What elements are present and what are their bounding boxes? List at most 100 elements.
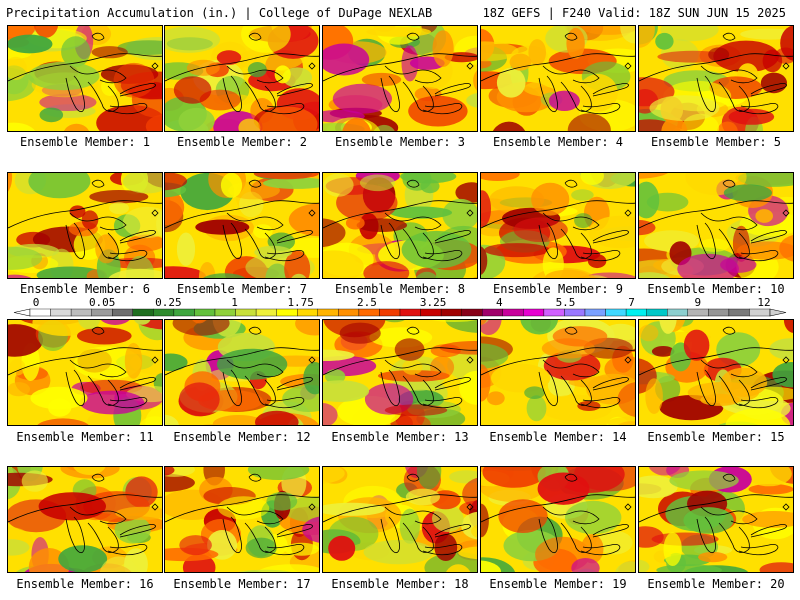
ensemble-panel xyxy=(638,172,794,279)
precip-shade xyxy=(266,492,298,511)
coastline xyxy=(248,32,262,41)
precip-shade xyxy=(408,95,468,127)
precip-shade xyxy=(783,320,793,333)
coastline xyxy=(380,222,400,260)
colorbar-tick-label: 9 xyxy=(694,296,701,309)
coastline xyxy=(782,62,790,70)
precip-shade xyxy=(124,342,143,379)
precip-shade xyxy=(578,73,618,112)
precip-shade xyxy=(486,391,505,406)
precip-shade xyxy=(254,245,293,259)
colorbar-bin xyxy=(523,308,545,317)
precip-shade xyxy=(740,28,793,40)
coastline xyxy=(276,377,313,391)
precip-shade xyxy=(58,545,108,572)
coastline xyxy=(592,83,629,97)
coastline xyxy=(65,516,85,554)
coastline xyxy=(323,53,477,82)
colorbar-tick-label: 1 xyxy=(231,296,238,309)
coastline xyxy=(119,377,156,391)
run-info: 18Z GEFS | F240 Valid: 18Z SUN JUN 15 20… xyxy=(482,6,786,20)
colorbar-bin xyxy=(708,308,730,317)
ensemble-member-label: Ensemble Member: 15 xyxy=(647,430,785,444)
coastline xyxy=(738,397,779,409)
precip-shade xyxy=(363,539,434,565)
coastline xyxy=(107,397,148,409)
precip-shade xyxy=(342,118,371,131)
colorbar-bin xyxy=(297,308,318,317)
precip-shade xyxy=(363,261,410,278)
coastline xyxy=(538,369,558,407)
colorbar-bin xyxy=(543,308,565,317)
precip-shade xyxy=(39,93,97,112)
coastline xyxy=(592,377,629,391)
precip-map xyxy=(323,173,477,278)
colorbar-bin xyxy=(358,308,380,317)
coastline xyxy=(542,359,600,378)
coastline xyxy=(87,228,119,259)
precip-shade xyxy=(165,266,206,278)
precip-shade xyxy=(442,198,477,231)
precip-shade xyxy=(455,182,477,203)
precip-shade xyxy=(108,268,162,278)
precip-shade xyxy=(736,241,793,260)
coastline xyxy=(422,397,463,409)
coastline xyxy=(718,522,750,553)
precip-shade xyxy=(284,542,319,556)
precip-shade xyxy=(472,277,477,278)
colorbar-bin xyxy=(112,308,133,317)
precip-shade xyxy=(332,83,392,114)
coastline xyxy=(718,81,750,112)
precip-shade xyxy=(481,246,488,275)
precip-shade xyxy=(717,121,738,131)
colorbar-bin xyxy=(255,308,277,317)
ensemble-panel xyxy=(638,25,794,132)
coastline xyxy=(639,53,793,82)
precip-shade xyxy=(639,173,668,179)
precip-shade xyxy=(195,219,250,235)
colorbar-bin xyxy=(338,308,360,317)
precip-map xyxy=(165,320,319,425)
precip-shade xyxy=(567,113,611,131)
precip-shade xyxy=(617,382,635,417)
coastline xyxy=(65,222,85,260)
precip-shade xyxy=(399,508,420,544)
colorbar: 0 0.05 0.25 1 1.75 2.5 3.25 4 5.5 7 9 12 xyxy=(13,296,787,317)
coastline xyxy=(151,62,159,70)
precip-shade xyxy=(481,560,501,572)
coastline xyxy=(384,506,442,525)
precip-shade xyxy=(8,56,27,81)
coastline xyxy=(276,524,313,538)
precip-shade xyxy=(738,173,793,187)
precip-shade xyxy=(323,43,370,76)
precip-shade xyxy=(241,26,291,53)
precip-shade xyxy=(202,423,233,425)
coastline xyxy=(65,75,85,113)
colorbar-bin xyxy=(564,308,586,317)
precip-shade xyxy=(48,398,72,417)
coastline xyxy=(244,81,276,112)
coastline xyxy=(580,250,621,262)
precip-shade xyxy=(291,273,307,278)
ensemble-member-label: Ensemble Member: 5 xyxy=(650,135,782,149)
ensemble-member-label: Ensemble Member: 4 xyxy=(492,135,624,149)
precip-shade xyxy=(498,499,548,533)
ensemble-member-label: Ensemble Member: 16 xyxy=(16,577,154,591)
coastline xyxy=(592,524,629,538)
precip-shade xyxy=(492,121,526,131)
ensemble-member-label: Ensemble Member: 3 xyxy=(334,135,466,149)
ensemble-member-label: Ensemble Member: 10 xyxy=(647,282,785,296)
precip-shade xyxy=(216,348,288,380)
precip-shade xyxy=(165,320,173,323)
precip-shade xyxy=(524,386,545,399)
coastline xyxy=(434,377,471,391)
precip-shade xyxy=(400,173,457,184)
precip-map xyxy=(323,467,477,572)
precip-shade xyxy=(639,526,664,548)
coastline xyxy=(542,506,600,525)
coastline xyxy=(722,32,736,41)
coastline xyxy=(91,326,105,335)
coastline xyxy=(434,230,471,244)
precip-shade xyxy=(28,173,91,199)
coastline xyxy=(406,326,420,335)
